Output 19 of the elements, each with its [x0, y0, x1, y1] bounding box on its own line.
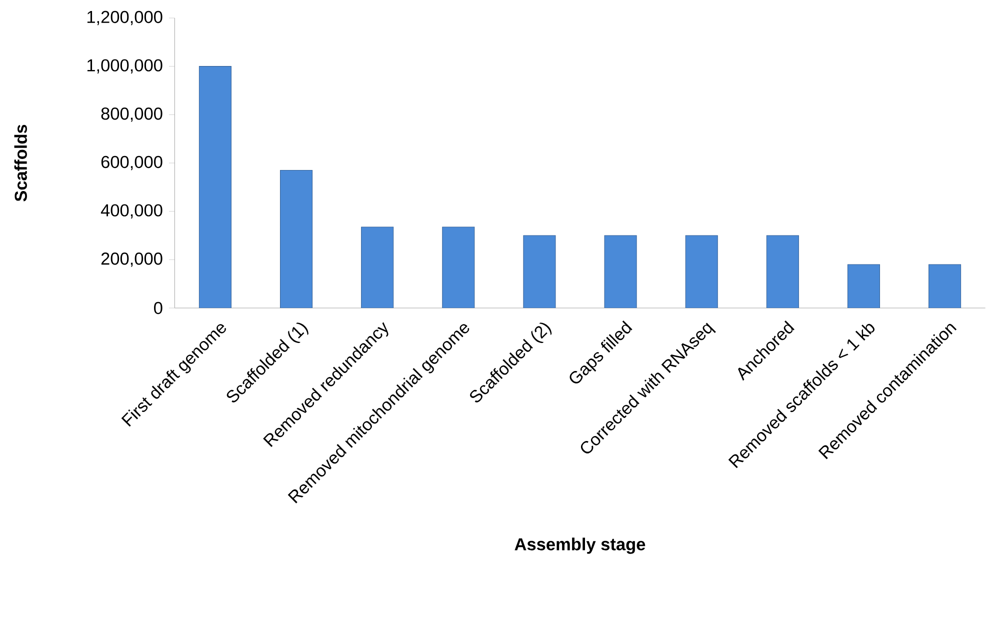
- bar: [280, 170, 313, 308]
- bar: [766, 235, 799, 308]
- bar: [361, 226, 394, 308]
- y-tick-label: 200,000: [101, 252, 162, 267]
- bar: [523, 235, 556, 308]
- bar: [198, 66, 232, 308]
- bar: [685, 235, 718, 308]
- y-axis-title: Scaffolds: [14, 124, 27, 202]
- bar: [928, 264, 962, 308]
- y-tick-label: 400,000: [100, 204, 162, 218]
- x-axis-title: Assembly stage: [514, 538, 646, 554]
- bar: [442, 226, 475, 308]
- y-tick-label: 1,200,000: [87, 10, 162, 26]
- y-tick-label: 0: [154, 302, 162, 314]
- y-tick-label: 600,000: [101, 156, 162, 170]
- bar: [604, 235, 637, 308]
- y-tick-label: 800,000: [101, 108, 162, 122]
- y-tick-label: 1,000,000: [87, 59, 162, 74]
- bar: [847, 264, 880, 308]
